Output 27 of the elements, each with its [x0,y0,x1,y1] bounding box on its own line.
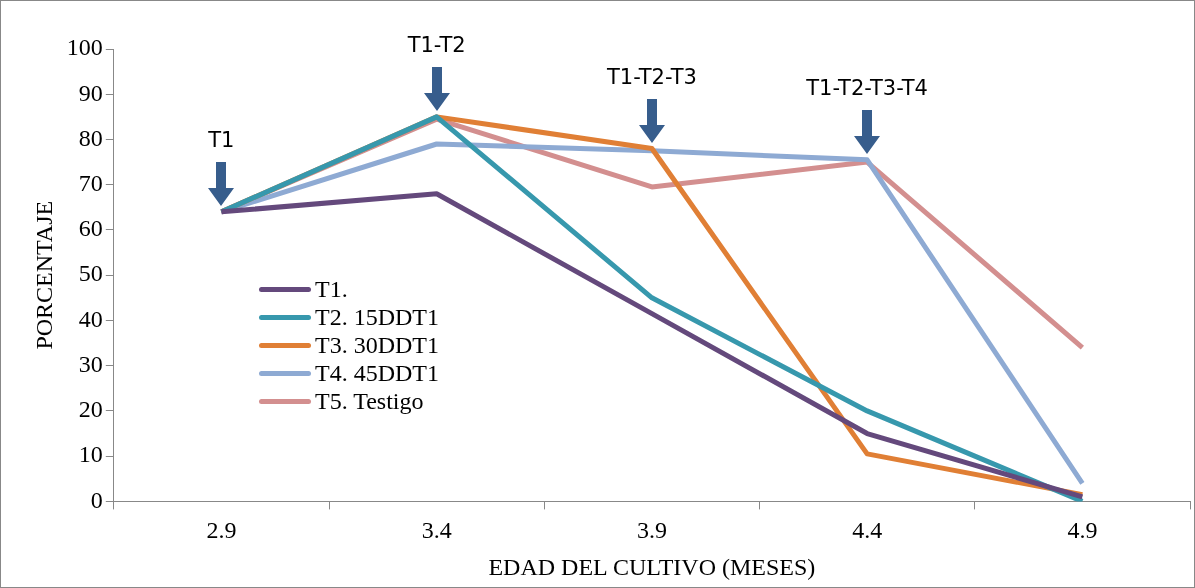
y-tick-label: 90 [78,79,103,106]
y-tick-label: 80 [78,124,103,151]
x-tick-label: 2.9 [206,517,237,544]
annotation: T1-T2 [406,32,467,57]
y-tick-label: 50 [78,260,103,287]
x-tick-label: 4.9 [1067,517,1098,544]
legend-label: T1. [315,275,348,303]
y-tick-label: 30 [78,350,103,377]
y-axis-title: PORCENTAJE [30,200,57,350]
annotation: T1-T2-T3-T4 [805,75,929,100]
legend-label: T4. 45DDT1 [315,359,439,387]
y-tick-label: 40 [78,305,103,332]
legend-label: T2. 15DDT1 [315,303,439,331]
x-tick-label: 4.4 [852,517,883,544]
y-tick-label: 20 [78,396,103,423]
y-tick-label: 10 [78,441,103,468]
x-tick-label: 3.4 [421,517,452,544]
legend-label: T3. 30DDT1 [315,331,439,359]
legend-label: T5. Testigo [315,387,424,415]
x-tick-label: 3.9 [636,517,667,544]
y-tick-label: 100 [66,34,103,61]
y-tick-label: 70 [78,170,103,197]
y-tick-label: 0 [90,486,103,513]
annotation: T1-T2-T3 [605,64,698,89]
y-tick-label: 60 [78,215,103,242]
x-axis-title: EDAD DEL CULTIVO (MESES) [488,553,816,580]
annotation: T1 [207,127,236,152]
